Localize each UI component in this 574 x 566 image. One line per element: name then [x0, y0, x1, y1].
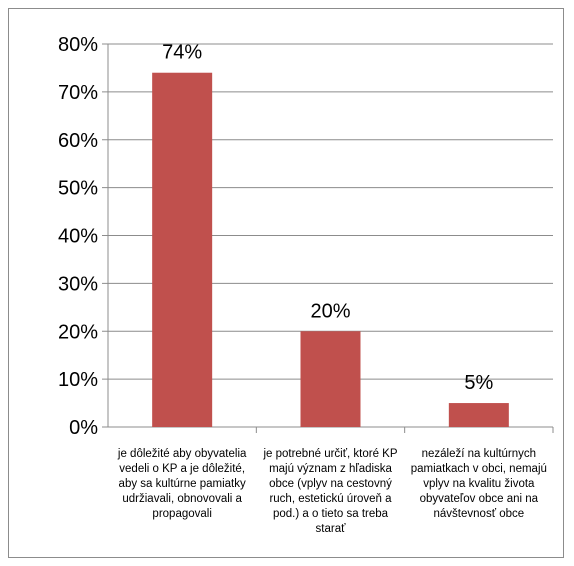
category-label: nezáleží na kultúrnych pamiatkach v obci… — [410, 448, 547, 520]
y-tick-label: 70% — [58, 82, 98, 104]
y-tick-label: 30% — [58, 273, 98, 295]
data-label: 5% — [464, 372, 493, 394]
bar — [152, 72, 213, 427]
y-tick-label: 40% — [58, 226, 98, 248]
y-tick-label: 50% — [58, 178, 98, 200]
data-label: 74% — [162, 42, 202, 64]
y-tick-label: 60% — [58, 130, 98, 152]
bar — [448, 403, 509, 427]
category-label: je potrebné určiť, ktoré KP majú význam … — [263, 448, 398, 535]
y-tick-label: 0% — [69, 417, 98, 439]
y-tick-label: 20% — [58, 321, 98, 343]
category-label: je dôležité aby obyvatelia vedeli o KP a… — [117, 448, 247, 520]
y-tick-label: 80% — [58, 34, 98, 56]
data-label: 20% — [310, 300, 350, 322]
y-tick-label: 10% — [58, 369, 98, 391]
bar — [300, 331, 361, 427]
